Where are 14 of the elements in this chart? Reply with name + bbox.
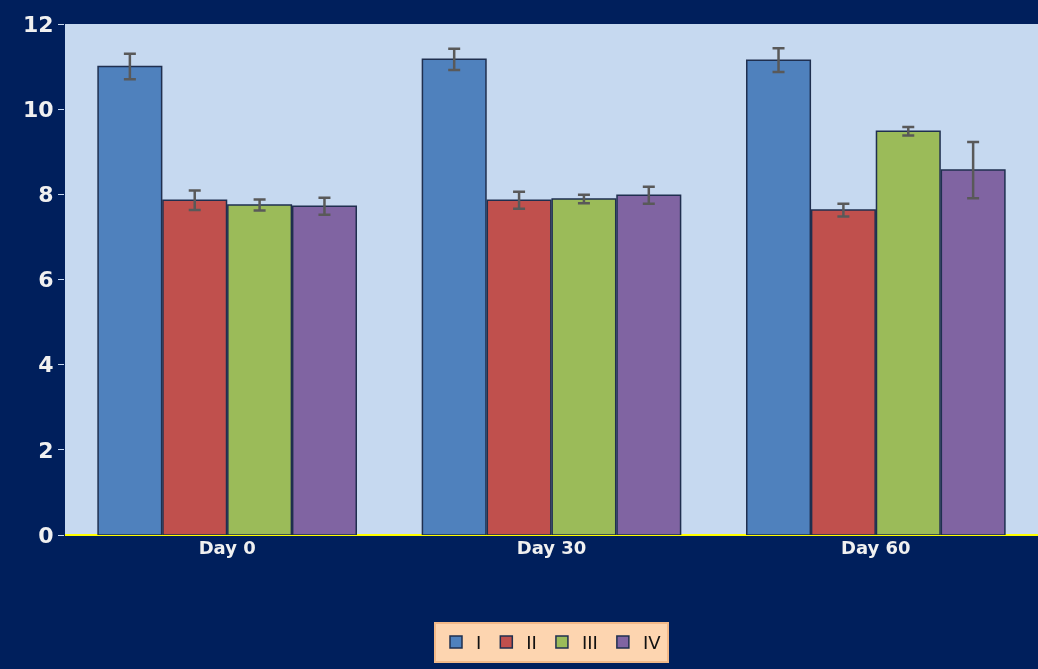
x-tick-label: Day 60 — [841, 537, 911, 558]
y-tick-label: 8 — [38, 182, 54, 208]
x-tick-label: Day 30 — [516, 537, 587, 558]
y-tick-label: 4 — [38, 352, 54, 378]
y-tick-label: 2 — [38, 437, 54, 463]
y-tick-label: 6 — [38, 267, 54, 293]
x-tick-label: Day 0 — [198, 537, 256, 558]
legend-label: IV — [642, 632, 662, 654]
legend-label: III — [581, 632, 598, 654]
y-tick-label: 10 — [22, 96, 54, 122]
legend-label: I — [476, 632, 482, 654]
y-tick-label: 0 — [38, 522, 54, 548]
legend-label: II — [526, 632, 537, 654]
y-tick-label: 12 — [22, 11, 54, 37]
